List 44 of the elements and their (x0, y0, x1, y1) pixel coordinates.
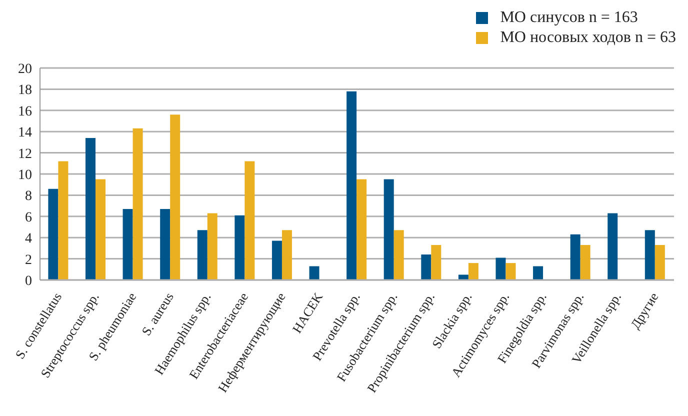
y-tick-label: 14 (18, 126, 32, 141)
bar (207, 213, 218, 280)
bar (48, 188, 58, 280)
legend-label: МО носовых ходов n = 63 (500, 28, 676, 48)
bar (234, 215, 245, 280)
bar (356, 179, 367, 280)
bar (458, 274, 468, 280)
bar (170, 114, 180, 280)
y-tick-label: 20 (18, 62, 32, 77)
y-tick-label: 0 (25, 274, 32, 289)
bar (533, 266, 544, 280)
bar (570, 234, 580, 280)
y-tick-label: 12 (18, 146, 32, 162)
bar (346, 91, 357, 280)
bar (468, 263, 478, 280)
bar (86, 138, 96, 280)
bar (580, 245, 590, 280)
bar (96, 179, 106, 280)
bar (608, 213, 618, 280)
bar (160, 208, 170, 280)
bar (244, 161, 255, 280)
bar (431, 245, 442, 280)
bar (58, 161, 68, 280)
y-tick-label: 6 (25, 210, 32, 226)
y-tick-label: 4 (25, 232, 32, 247)
y-tick-label: 10 (18, 168, 32, 183)
y-tick-label: 2 (25, 252, 32, 268)
bar (309, 266, 320, 280)
legend-label: МО синусов n = 163 (500, 8, 638, 28)
bar (384, 179, 394, 280)
y-tick-label: 16 (18, 104, 32, 120)
bar (506, 263, 516, 280)
bar (496, 258, 506, 280)
bar (122, 208, 133, 280)
y-tick-label: 18 (18, 83, 32, 98)
bar (421, 254, 432, 280)
bar (654, 245, 665, 280)
y-tick-label: 8 (25, 189, 32, 204)
bar (272, 240, 282, 280)
bar (644, 230, 655, 280)
bar (132, 128, 143, 280)
bar (394, 230, 404, 280)
bar (197, 230, 208, 280)
bar (282, 230, 292, 280)
